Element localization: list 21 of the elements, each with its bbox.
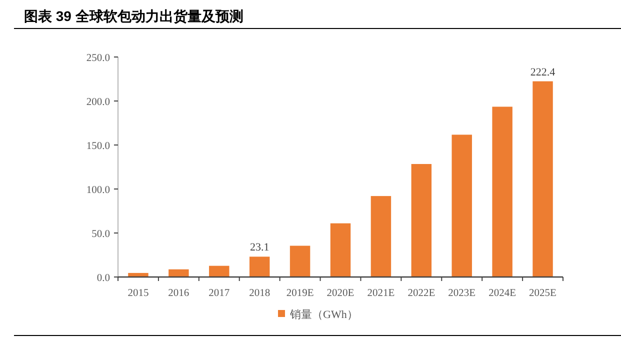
x-tick-label: 2015 <box>128 288 149 299</box>
x-tick-label: 2021E <box>367 288 395 299</box>
x-tick-label: 2020E <box>326 288 354 299</box>
data-label: 222.4 <box>530 66 556 78</box>
y-tick-label: 50.0 <box>92 229 110 240</box>
y-tick-label: 200.0 <box>86 97 110 108</box>
x-tick-label: 2024E <box>488 288 516 299</box>
y-tick-label: 150.0 <box>86 141 110 152</box>
x-tick-label: 2019E <box>286 288 314 299</box>
legend-label: 销量（GWh） <box>289 309 358 321</box>
x-tick-label: 2018 <box>249 288 270 299</box>
x-tick-label: 2022E <box>408 288 436 299</box>
y-tick-label: 100.0 <box>86 185 110 196</box>
x-tick-label: 2025E <box>529 288 556 299</box>
x-tick-label: 2017 <box>208 288 230 299</box>
title: 图表 39 全球软包动力出货量及预测 <box>24 8 244 24</box>
x-tick-label: 2023E <box>448 288 476 299</box>
data-label: 23.1 <box>250 242 270 254</box>
y-tick-label: 250.0 <box>86 53 110 64</box>
y-tick-label: 0.0 <box>96 273 110 284</box>
x-tick-label: 2016 <box>168 288 190 299</box>
